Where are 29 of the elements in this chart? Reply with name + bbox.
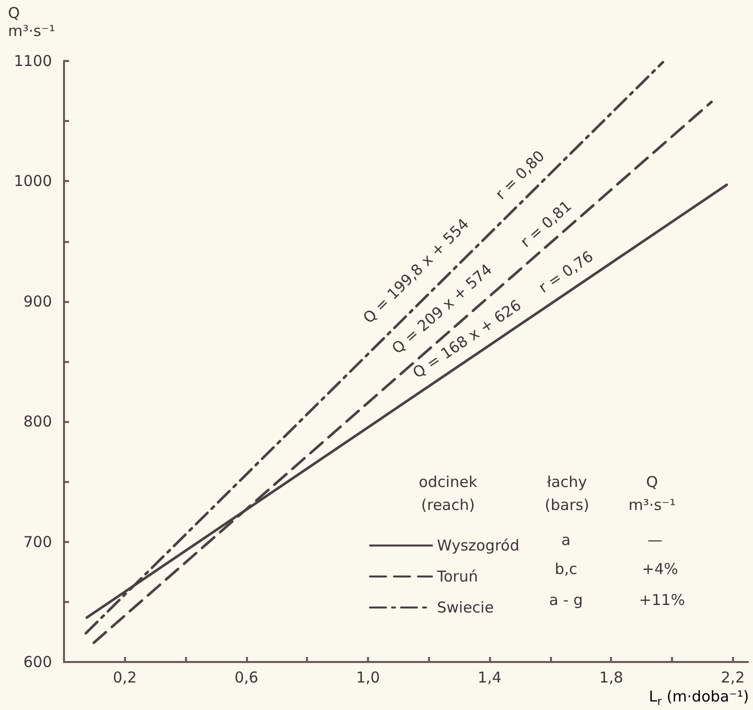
annotation: b,c [554, 560, 578, 578]
y-tick-label: 900 [23, 292, 52, 310]
y-tick-label: 700 [23, 532, 52, 551]
x-tick-label: 1,0 [356, 668, 380, 686]
annotation: (reach) [421, 496, 475, 514]
annotation: łachy [546, 473, 588, 491]
annotation: — [648, 531, 662, 549]
x-tick-label: 1,4 [478, 668, 502, 686]
annotation: a - g [549, 591, 583, 609]
annotation: +11% [639, 591, 685, 609]
annotation: odcinek [418, 473, 478, 491]
y-tick-label: 600 [23, 653, 52, 671]
y-tick-label: 800 [23, 412, 52, 431]
legend-label: Swiecie [437, 598, 494, 616]
x-tick-label: 0,2 [112, 668, 137, 686]
y-tick-label: 1100 [14, 52, 52, 70]
x-tick-label: 0,6 [234, 668, 258, 686]
annotation: m³·s⁻¹ [628, 496, 676, 514]
x-tick-label: 1,8 [599, 668, 624, 686]
annotation: a [561, 531, 571, 549]
annotation: (bars) [544, 496, 590, 514]
legend-label: Toruń [436, 568, 478, 586]
x-tick-label: 2,2 [720, 668, 745, 686]
y-tick-label: 1000 [14, 172, 52, 190]
y-axis-title: Q m³·s⁻¹ [8, 4, 56, 40]
annotation: Q [646, 473, 658, 491]
legend-label: Wyszogród [437, 536, 520, 554]
annotation: +4% [642, 560, 678, 578]
annotation: r = 0,76 [535, 247, 597, 297]
